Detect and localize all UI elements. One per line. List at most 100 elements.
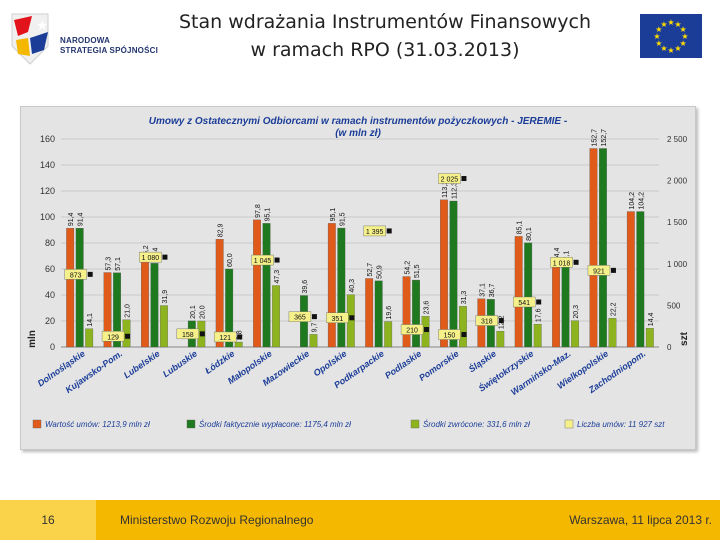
category-label: Lubelskie (122, 348, 162, 380)
bar (225, 268, 234, 348)
y-tick-label: 0 (50, 342, 55, 352)
bar (524, 242, 533, 348)
count-label-box (213, 331, 237, 343)
count-label-box (550, 257, 573, 268)
count-label: 121 (219, 335, 231, 342)
title-line-1: Stan wdrażania Instrumentów Finansowych (179, 11, 591, 33)
page-title: Stan wdrażania Instrumentów Finansowych … (150, 8, 620, 64)
legend-swatch (32, 419, 42, 429)
bar-data-label: 152,7 (591, 129, 598, 147)
bar (75, 228, 84, 348)
bar (253, 219, 261, 348)
bar (496, 330, 505, 348)
eu-star: ★ (660, 44, 667, 53)
bar-data-label: 39,6 (302, 280, 309, 294)
eu-star: ★ (674, 44, 681, 53)
bar (449, 200, 458, 348)
logo-line-1: NARODOWA (60, 36, 111, 45)
count-label-box (363, 225, 386, 237)
bar (636, 211, 645, 348)
y-axis-label: mln (27, 330, 38, 348)
bar-data-label: 23,6 (424, 301, 431, 315)
eu-star: ★ (660, 20, 667, 29)
bar (66, 228, 75, 348)
bar-data-label: 36,7 (489, 284, 496, 298)
count-label-box (438, 173, 461, 184)
eu-star: ★ (674, 20, 681, 29)
y2-tick-label: 1 500 (667, 218, 688, 227)
y2-tick-label: 2 500 (667, 135, 688, 144)
count-marker (87, 271, 93, 277)
bar-data-label: 50,9 (377, 265, 384, 279)
count-label: 2 025 (441, 177, 459, 184)
count-label-box (64, 269, 87, 280)
y2-axis-label: szt (679, 331, 690, 346)
y-tick-label: 160 (40, 134, 55, 144)
legend-label: Środki zwrócone: 331,6 mln zł (423, 420, 530, 429)
category-label: Łódzkie (202, 348, 236, 376)
bar (384, 321, 393, 348)
count-label-box (587, 265, 611, 276)
bar (327, 223, 336, 348)
bar (215, 239, 224, 348)
bar (141, 260, 149, 348)
count-marker (498, 318, 504, 324)
count-label: 351 (331, 316, 343, 323)
bar-data-label: 20,3 (573, 305, 580, 319)
eu-star: ★ (653, 32, 660, 41)
count-label: 210 (406, 328, 418, 335)
y-tick-label: 140 (40, 160, 55, 170)
legend-label: Wartość umów: 1213,9 mln zł (45, 420, 150, 429)
count-label: 318 (481, 319, 493, 326)
category-label: Pomorskie (417, 348, 460, 383)
y-tick-label: 100 (40, 212, 55, 222)
bar (561, 266, 570, 348)
count-marker (162, 254, 168, 260)
bar-data-label: 20,1 (190, 305, 197, 319)
bar-data-label: 17,6 (536, 308, 543, 322)
bar-data-label: 40,3 (349, 279, 356, 293)
bar (608, 317, 617, 348)
y-tick-label: 20 (45, 316, 55, 326)
svg-text:★: ★ (36, 18, 49, 34)
bar-chart: Umowy z Ostatecznymi Odbiorcami w ramach… (27, 116, 690, 429)
bar-data-label: 152,7 (601, 129, 608, 147)
bar (645, 328, 654, 348)
footer-bar: 16 Ministerstwo Rozwoju Regionalnego War… (0, 500, 720, 540)
bar (459, 306, 467, 348)
bar-data-label: 57,1 (115, 257, 122, 271)
count-label: 365 (294, 315, 306, 322)
bar (599, 148, 607, 348)
eu-star: ★ (680, 25, 687, 34)
eu-star: ★ (667, 46, 674, 55)
bar (234, 341, 243, 348)
bar-data-label: 97,8 (255, 204, 262, 218)
bar (533, 323, 542, 348)
bar (85, 328, 94, 348)
bar-data-label: 64,4 (554, 248, 561, 262)
bar-data-label: 20,0 (199, 305, 206, 319)
nss-logo-icon: ★ (11, 13, 49, 65)
y-tick-label: 120 (40, 186, 55, 196)
bar-data-label: 54,2 (405, 261, 412, 275)
y-tick-label: 40 (45, 290, 55, 300)
count-label: 158 (182, 332, 194, 339)
bar (337, 227, 346, 348)
bar-data-label: 14,4 (648, 313, 655, 327)
count-label: 1 045 (254, 258, 272, 265)
count-label: 873 (70, 272, 82, 279)
legend-label: Środki faktycznie wypłacone: 1175,4 mln … (199, 420, 351, 429)
bar-data-label: 21,0 (125, 304, 132, 318)
count-label-box (139, 251, 162, 263)
count-label: 1 080 (142, 255, 160, 262)
bar-data-label: 113,2 (442, 181, 449, 198)
bar-data-label: 104,2 (629, 192, 636, 210)
bar (571, 320, 579, 348)
bar-data-label: 104,2 (638, 192, 645, 210)
logo-line-2: STRATEGIA SPÓJNOŚCI (60, 46, 159, 55)
count-label-box (438, 329, 461, 340)
bar-data-label: 22,2 (610, 302, 617, 316)
nss-logo: ★ NARODOWA STRATEGIA SPÓJNOŚCI (8, 10, 168, 76)
eu-star: ★ (655, 25, 662, 34)
bar-data-label: 112,3 (451, 182, 458, 199)
